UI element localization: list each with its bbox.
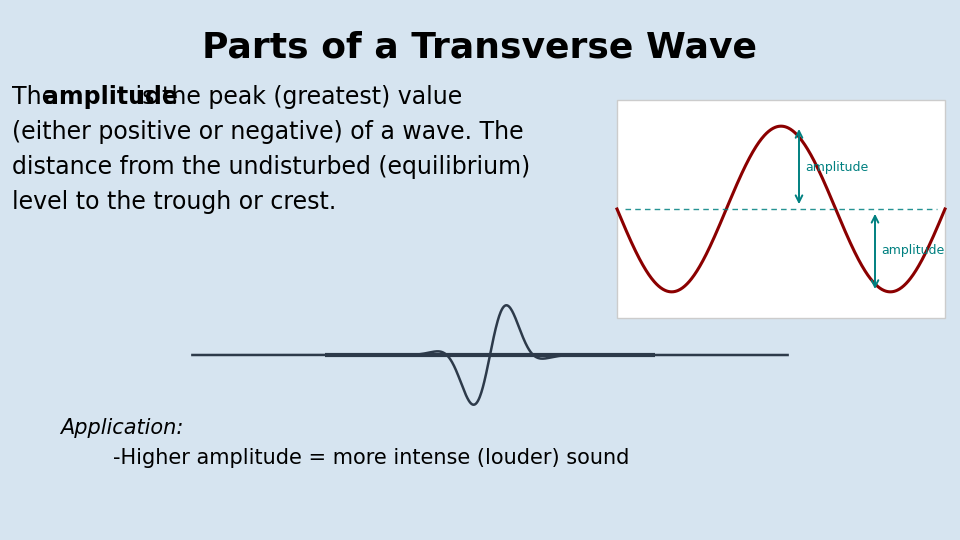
Text: -Higher amplitude = more intense (louder) sound: -Higher amplitude = more intense (louder…: [60, 448, 630, 468]
Text: The: The: [12, 85, 63, 109]
Bar: [617, 100, 945, 318]
Text: amplitude: amplitude: [881, 244, 945, 257]
Text: amplitude: amplitude: [805, 161, 868, 174]
Text: level to the trough or crest.: level to the trough or crest.: [12, 190, 336, 214]
Text: Parts of a Transverse Wave: Parts of a Transverse Wave: [203, 30, 757, 64]
Text: Application:: Application:: [60, 418, 183, 438]
Text: distance from the undisturbed (equilibrium): distance from the undisturbed (equilibri…: [12, 155, 530, 179]
Text: is the peak (greatest) value: is the peak (greatest) value: [128, 85, 463, 109]
Text: (either positive or negative) of a wave. The: (either positive or negative) of a wave.…: [12, 120, 523, 144]
Text: amplitude: amplitude: [43, 85, 178, 109]
